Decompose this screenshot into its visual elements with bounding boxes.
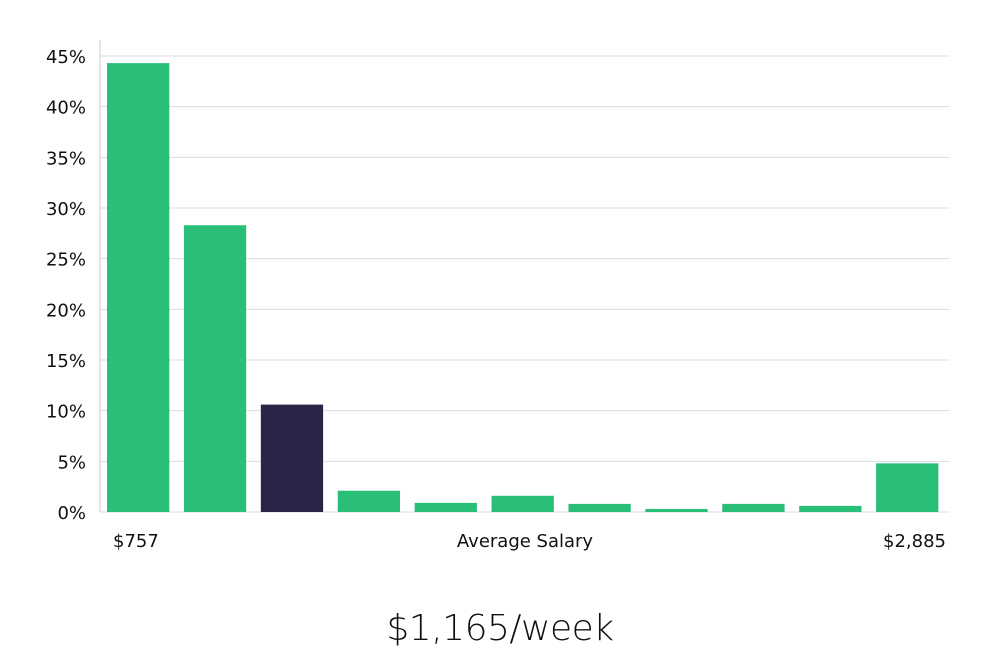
- bar: [799, 505, 862, 512]
- bar: [645, 508, 708, 512]
- y-tick-label: 45%: [46, 47, 86, 68]
- y-tick-label: 10%: [46, 402, 86, 423]
- x-axis-title: Average Salary: [457, 531, 594, 552]
- bar: [183, 225, 247, 512]
- bar: [337, 490, 401, 512]
- y-tick-label: 40%: [46, 98, 86, 119]
- y-axis-ticks: 0% 5% 10% 15% 20% 25% 30% 35% 40% 45%: [46, 47, 86, 524]
- y-tick-label: 30%: [46, 199, 86, 220]
- y-tick-label: 25%: [46, 250, 86, 271]
- salary-histogram: 0% 5% 10% 15% 20% 25% 30% 35% 40% 45% $757 Averag…: [46, 40, 950, 552]
- y-tick-label: 0%: [57, 503, 86, 524]
- bar: [107, 63, 170, 513]
- x-min-label: $757: [113, 531, 159, 552]
- y-tick-label: 35%: [46, 148, 86, 169]
- bar: [876, 463, 939, 512]
- bar-highlighted: [260, 404, 324, 512]
- bar: [722, 503, 785, 512]
- average-salary-summary: $1,165/week: [386, 608, 614, 649]
- y-tick-label: 20%: [46, 300, 86, 321]
- bars: [107, 63, 939, 513]
- bar: [414, 502, 477, 512]
- bar: [568, 503, 631, 512]
- bar: [491, 495, 554, 512]
- y-tick-label: 5%: [57, 452, 86, 473]
- x-max-label: $2,885: [883, 531, 946, 552]
- y-tick-label: 15%: [46, 351, 86, 372]
